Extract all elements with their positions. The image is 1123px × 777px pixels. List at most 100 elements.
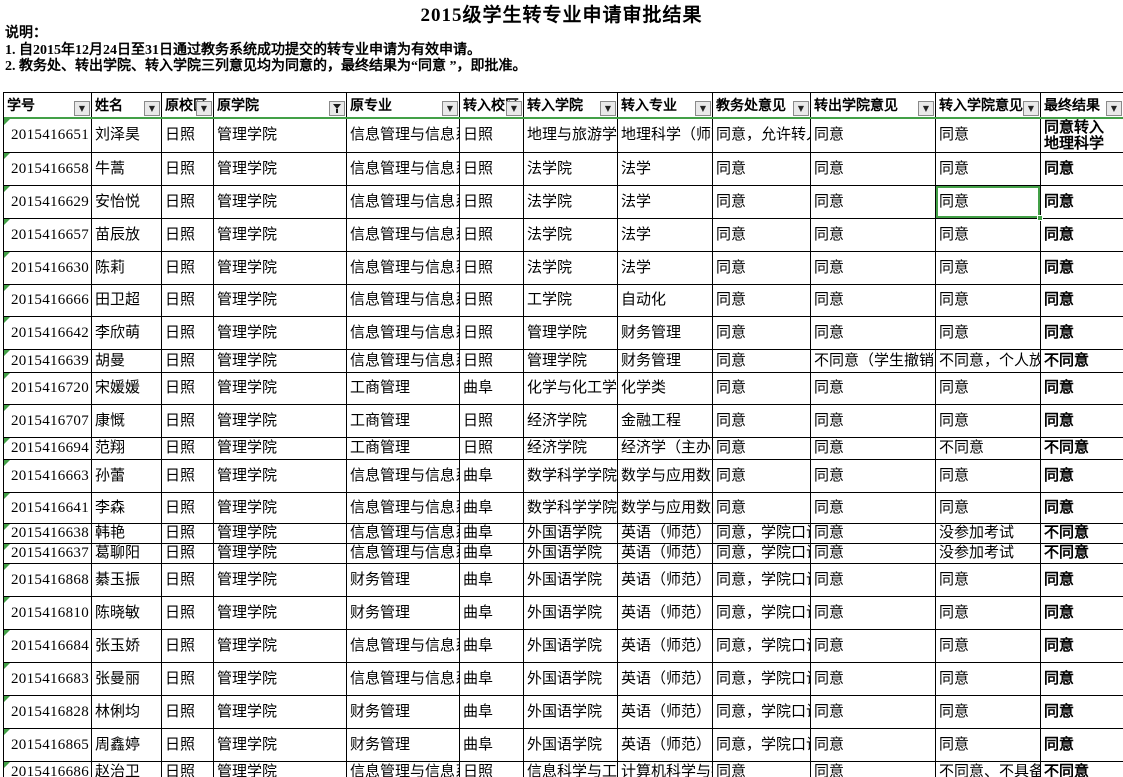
cell[interactable]: 2015416828 <box>4 696 92 729</box>
cell[interactable]: 同意 <box>936 285 1041 317</box>
cell[interactable]: 綦玉振 <box>92 564 162 597</box>
cell[interactable]: 同意，学院口试 <box>713 564 811 597</box>
cell[interactable]: 同意 <box>1041 219 1123 252</box>
cell[interactable]: 葛聊阳 <box>92 544 162 564</box>
cell[interactable]: 同意 <box>713 762 811 777</box>
cell[interactable]: 不同意 <box>1041 524 1123 544</box>
cell[interactable]: 日照 <box>162 373 214 405</box>
cell[interactable]: 不同意 <box>1041 350 1123 373</box>
cell[interactable]: 同意 <box>811 762 936 777</box>
cell[interactable]: 不同意，个人放弃 <box>936 350 1041 373</box>
cell[interactable]: 苗辰放 <box>92 219 162 252</box>
cell[interactable]: 工学院 <box>524 285 618 317</box>
cell[interactable]: 同意 <box>936 729 1041 762</box>
cell[interactable]: 日照 <box>162 119 214 153</box>
filter-dropdown-icon[interactable]: ▼ <box>506 101 522 116</box>
cell[interactable]: 日照 <box>460 119 524 153</box>
cell[interactable]: 金融工程 <box>618 405 713 438</box>
cell[interactable]: 韩艳 <box>92 524 162 544</box>
cell[interactable]: 同意 <box>811 153 936 186</box>
cell[interactable]: 同意 <box>713 373 811 405</box>
cell[interactable]: 信息管理与信息系统 <box>347 219 460 252</box>
filter-dropdown-icon[interactable]: ▼ <box>918 101 934 116</box>
cell[interactable]: 地理与旅游学院 <box>524 119 618 153</box>
cell[interactable]: 2015416666 <box>4 285 92 317</box>
cell[interactable]: 管理学院 <box>214 696 347 729</box>
cell[interactable]: 同意 <box>1041 493 1123 524</box>
cell[interactable]: 英语（师范） <box>618 524 713 544</box>
cell[interactable]: 同意 <box>713 438 811 460</box>
cell[interactable]: 财务管理 <box>347 564 460 597</box>
cell[interactable]: 管理学院 <box>214 630 347 663</box>
cell[interactable]: 2015416657 <box>4 219 92 252</box>
cell[interactable]: 工商管理 <box>347 438 460 460</box>
cell[interactable]: 曲阜 <box>460 524 524 544</box>
cell[interactable]: 同意 <box>936 405 1041 438</box>
cell[interactable]: 日照 <box>162 460 214 493</box>
cell[interactable]: 同意 <box>1041 405 1123 438</box>
cell[interactable]: 同意 <box>936 373 1041 405</box>
cell[interactable]: 管理学院 <box>214 186 347 219</box>
cell[interactable]: 日照 <box>162 350 214 373</box>
cell[interactable]: 地理科学（师范） <box>618 119 713 153</box>
cell[interactable]: 英语（师范） <box>618 630 713 663</box>
cell[interactable]: 英语（师范） <box>618 729 713 762</box>
cell[interactable]: 日照 <box>460 438 524 460</box>
cell[interactable]: 同意 <box>936 663 1041 696</box>
cell[interactable]: 同意 <box>936 493 1041 524</box>
cell[interactable]: 自动化 <box>618 285 713 317</box>
filter-dropdown-icon[interactable]: ▼ <box>1023 101 1039 116</box>
cell[interactable]: 同意 <box>811 597 936 630</box>
cell[interactable]: 不同意 <box>1041 438 1123 460</box>
cell[interactable]: 信息管理与信息系统 <box>347 186 460 219</box>
cell[interactable]: 2015416683 <box>4 663 92 696</box>
cell[interactable]: 同意 <box>936 153 1041 186</box>
cell[interactable]: 不同意、不具备条件 <box>936 762 1041 777</box>
cell[interactable]: 外国语学院 <box>524 597 618 630</box>
cell[interactable]: 曲阜 <box>460 564 524 597</box>
cell[interactable]: 管理学院 <box>214 373 347 405</box>
cell[interactable]: 同意 <box>1041 564 1123 597</box>
cell[interactable]: 2015416868 <box>4 564 92 597</box>
cell[interactable]: 信息管理与信息系统 <box>347 252 460 285</box>
cell[interactable]: 同意 <box>1041 663 1123 696</box>
cell[interactable]: 同意 <box>811 729 936 762</box>
cell[interactable]: 同意 <box>811 460 936 493</box>
cell[interactable]: 日照 <box>460 153 524 186</box>
cell[interactable]: 管理学院 <box>214 524 347 544</box>
cell[interactable]: 信息管理与信息系统 <box>347 663 460 696</box>
cell[interactable]: 管理学院 <box>214 153 347 186</box>
cell[interactable]: 牛蒿 <box>92 153 162 186</box>
cell[interactable]: 2015416651 <box>4 119 92 153</box>
cell[interactable]: 同意 <box>713 317 811 350</box>
cell[interactable]: 2015416630 <box>4 252 92 285</box>
cell[interactable]: 同意，学院口试 <box>713 544 811 564</box>
filter-dropdown-icon[interactable]: ▼ <box>196 101 212 116</box>
cell[interactable]: 田卫超 <box>92 285 162 317</box>
cell[interactable]: 同意 <box>713 252 811 285</box>
cell[interactable]: 法学 <box>618 219 713 252</box>
cell[interactable]: 日照 <box>460 252 524 285</box>
cell[interactable]: 管理学院 <box>214 119 347 153</box>
cell[interactable]: 财务管理 <box>347 597 460 630</box>
cell[interactable]: 数学与应用数学 <box>618 493 713 524</box>
cell[interactable]: 管理学院 <box>214 544 347 564</box>
cell[interactable]: 2015416694 <box>4 438 92 460</box>
cell[interactable]: 2015416642 <box>4 317 92 350</box>
cell[interactable]: 同意 <box>811 186 936 219</box>
cell[interactable]: 张玉娇 <box>92 630 162 663</box>
cell[interactable]: 同意，学院口试 <box>713 630 811 663</box>
cell[interactable]: 同意 <box>811 405 936 438</box>
filter-dropdown-icon[interactable]: ▼ <box>1106 101 1122 116</box>
cell[interactable]: 法学院 <box>524 153 618 186</box>
cell[interactable]: 同意 <box>811 373 936 405</box>
cell[interactable]: 日照 <box>162 405 214 438</box>
cell[interactable]: 管理学院 <box>214 564 347 597</box>
cell[interactable]: 2015416810 <box>4 597 92 630</box>
cell[interactable]: 英语（师范） <box>618 597 713 630</box>
cell[interactable]: 信息科学与工程学院 <box>524 762 618 777</box>
cell[interactable]: 同意，允许转入 <box>713 119 811 153</box>
cell[interactable]: 同意 <box>1041 252 1123 285</box>
cell[interactable]: 数学科学学院 <box>524 493 618 524</box>
cell[interactable]: 同意 <box>713 493 811 524</box>
